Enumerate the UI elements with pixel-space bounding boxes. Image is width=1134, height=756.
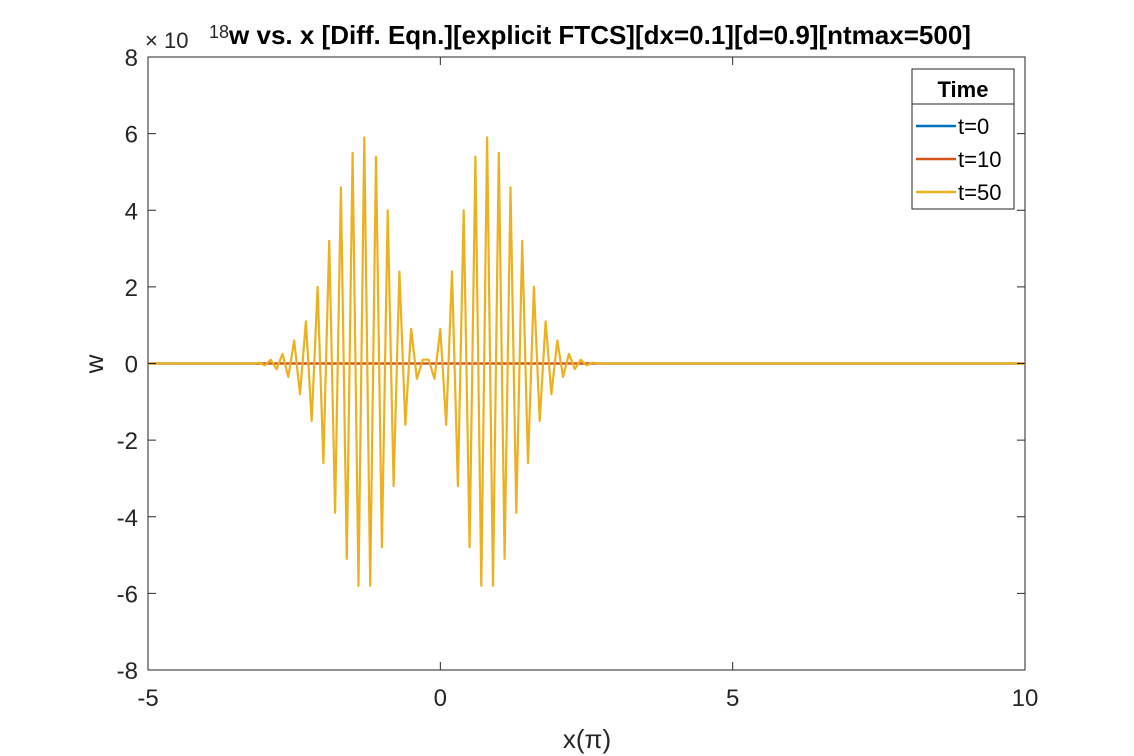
y-exponent-power: 18: [209, 22, 229, 42]
legend-box: [911, 68, 1015, 210]
y-tick-label: -6: [117, 581, 138, 608]
x-tick-label: -5: [137, 685, 158, 712]
x-tick-label: 10: [1012, 685, 1039, 712]
legend-label: t=0: [958, 114, 989, 139]
legend-title: Time: [938, 77, 989, 102]
chart-title: w vs. x [Diff. Eqn.][explicit FTCS][dx=0…: [228, 20, 971, 50]
y-tick-label: 0: [125, 352, 138, 379]
x-axis-label: x(π): [563, 724, 611, 754]
y-ticks: -8 -6 -4 -2 0 2 4 6 8: [117, 45, 1025, 685]
x-ticks: -5 0 5 10: [137, 57, 1038, 712]
y-tick-label: -4: [117, 505, 138, 532]
series-line-t50: [148, 136, 1025, 587]
legend-label: t=10: [958, 147, 1001, 172]
y-exponent-base: × 10: [145, 28, 188, 53]
legend: Time t=0 t=10 t=50: [911, 68, 1015, 210]
series-layer: [148, 136, 1025, 587]
legend-label: t=50: [958, 180, 1001, 205]
y-tick-label: 8: [125, 45, 138, 72]
x-tick-label: 5: [726, 685, 739, 712]
x-tick-label: 0: [434, 685, 447, 712]
y-tick-label: -8: [117, 658, 138, 685]
y-tick-label: 2: [125, 275, 138, 302]
y-tick-label: 4: [125, 198, 138, 225]
legend-entries: t=0 t=10 t=50: [916, 114, 1001, 205]
y-tick-label: -2: [117, 428, 138, 455]
y-axis-label: w: [79, 354, 109, 374]
y-tick-label: 6: [125, 122, 138, 149]
